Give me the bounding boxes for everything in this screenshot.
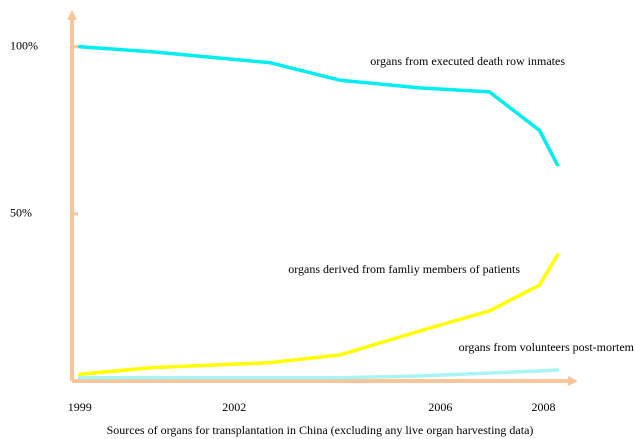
y-tick-label: 100% [10, 39, 38, 53]
x-axis-arrow [568, 376, 578, 386]
x-axis-label: Sources of organs for transplantation in… [107, 423, 534, 437]
series-label: organs from executed death row inmates [370, 54, 565, 68]
series-line [77, 368, 560, 380]
series-label: organs derived from famliy members of pa… [288, 262, 520, 276]
series-line [77, 45, 560, 167]
series-label: organs from volunteers post-mortem [459, 340, 635, 354]
x-tick-label: 2002 [222, 400, 246, 414]
x-tick-label: 1999 [68, 400, 92, 414]
y-axis-arrow [67, 10, 77, 20]
x-tick-label: 2008 [531, 400, 555, 414]
series-line [77, 253, 560, 377]
x-tick-label: 2006 [428, 400, 452, 414]
y-tick-label: 50% [10, 206, 32, 220]
